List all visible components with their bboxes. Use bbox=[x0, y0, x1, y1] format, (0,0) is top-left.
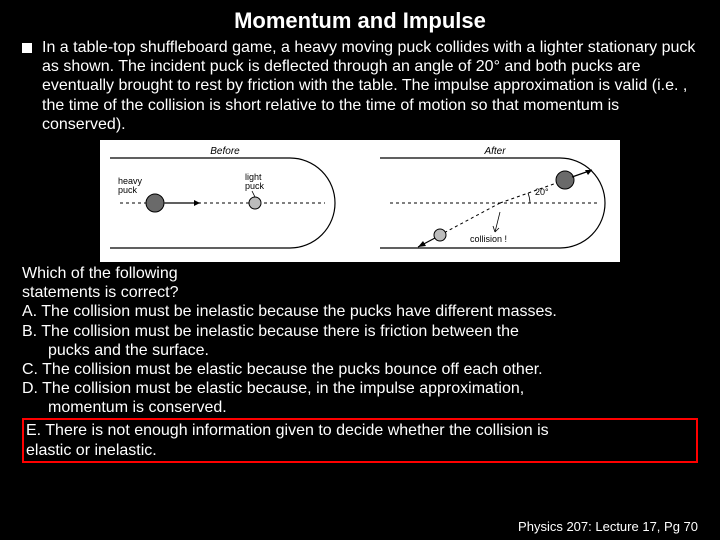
heavy-puck-after-icon bbox=[556, 171, 574, 189]
choice-b-line1: B. The collision must be inelastic becau… bbox=[22, 322, 698, 341]
slide-content: In a table-top shuffleboard game, a heav… bbox=[0, 38, 720, 463]
bullet-icon bbox=[22, 43, 32, 53]
light-puck-after-icon bbox=[434, 229, 446, 241]
choice-d-line1: D. The collision must be elastic because… bbox=[22, 379, 698, 398]
choice-a: A. The collision must be inelastic becau… bbox=[22, 302, 698, 321]
after-panel: After collision ! 20° bbox=[380, 146, 605, 248]
heavy-puck-icon bbox=[146, 194, 164, 212]
choice-e-line1: E. There is not enough information given… bbox=[26, 421, 694, 440]
light-puck-icon bbox=[249, 197, 261, 209]
shuffleboard-diagram: Before heavy puck light puck bbox=[100, 140, 620, 262]
diagram-container: Before heavy puck light puck bbox=[22, 140, 698, 262]
before-label: Before bbox=[210, 146, 240, 157]
choice-b-line2: pucks and the surface. bbox=[22, 341, 698, 360]
question-lead-1: Which of the following bbox=[22, 264, 698, 283]
angle-label: 20° bbox=[535, 187, 549, 197]
question-lead-2: statements is correct? bbox=[22, 283, 698, 302]
svg-text:puck: puck bbox=[245, 181, 265, 191]
collision-label: collision ! bbox=[470, 234, 507, 244]
problem-text: In a table-top shuffleboard game, a heav… bbox=[42, 38, 698, 134]
after-label: After bbox=[483, 146, 506, 157]
question-block: Which of the following statements is cor… bbox=[22, 264, 698, 463]
choice-d-line2: momentum is conserved. bbox=[22, 398, 698, 417]
before-panel: Before heavy puck light puck bbox=[110, 146, 335, 248]
slide-title: Momentum and Impulse bbox=[0, 0, 720, 38]
choice-e-line2: elastic or inelastic. bbox=[26, 441, 694, 460]
correct-answer-highlight: E. There is not enough information given… bbox=[22, 418, 698, 462]
problem-bullet: In a table-top shuffleboard game, a heav… bbox=[22, 38, 698, 134]
slide-footer: Physics 207: Lecture 17, Pg 70 bbox=[518, 519, 698, 534]
choice-c: C. The collision must be elastic because… bbox=[22, 360, 698, 379]
svg-text:puck: puck bbox=[118, 185, 138, 195]
